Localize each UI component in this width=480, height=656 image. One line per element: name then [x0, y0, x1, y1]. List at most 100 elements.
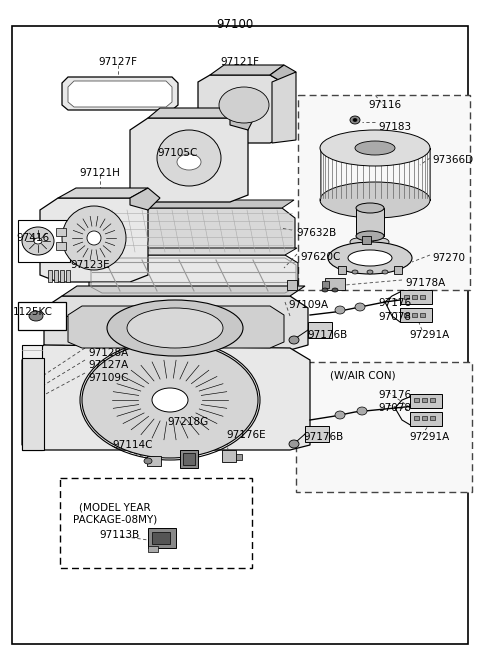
Bar: [410, 412, 442, 426]
Polygon shape: [22, 345, 310, 450]
Ellipse shape: [289, 440, 299, 448]
Text: 97128A: 97128A: [88, 348, 128, 358]
Ellipse shape: [332, 288, 338, 292]
Bar: [147, 456, 161, 466]
Polygon shape: [130, 188, 160, 210]
Ellipse shape: [29, 311, 43, 321]
Ellipse shape: [350, 238, 366, 246]
Text: 97178A: 97178A: [405, 278, 445, 288]
Polygon shape: [198, 75, 282, 143]
Bar: [183, 453, 195, 465]
Text: 97416: 97416: [16, 233, 49, 243]
Text: 97109A: 97109A: [288, 300, 328, 310]
Bar: [414, 398, 419, 402]
Ellipse shape: [350, 116, 360, 124]
Bar: [56, 242, 66, 250]
FancyBboxPatch shape: [60, 478, 252, 568]
Bar: [22, 345, 42, 450]
Polygon shape: [68, 306, 284, 348]
Polygon shape: [79, 208, 295, 255]
Ellipse shape: [356, 231, 384, 241]
Ellipse shape: [157, 130, 221, 186]
Polygon shape: [60, 270, 64, 282]
Polygon shape: [148, 108, 242, 118]
Polygon shape: [102, 248, 297, 255]
Bar: [430, 416, 435, 420]
Ellipse shape: [322, 288, 328, 292]
Text: 97116: 97116: [369, 100, 402, 110]
Bar: [322, 281, 329, 288]
Polygon shape: [89, 255, 298, 296]
Bar: [148, 528, 176, 548]
Text: 97109C: 97109C: [88, 373, 128, 383]
Text: 97121F: 97121F: [220, 57, 260, 67]
Text: 97183: 97183: [378, 122, 411, 132]
Ellipse shape: [87, 231, 101, 245]
Text: 97113B: 97113B: [100, 530, 140, 540]
Polygon shape: [230, 108, 254, 130]
Ellipse shape: [82, 342, 258, 458]
Text: 1125KC: 1125KC: [13, 307, 53, 317]
Text: 97176E: 97176E: [226, 430, 265, 440]
Bar: [404, 313, 409, 317]
Bar: [410, 394, 442, 408]
Text: 97121H: 97121H: [80, 168, 120, 178]
Bar: [362, 236, 371, 244]
Text: 97620C: 97620C: [300, 252, 340, 262]
Bar: [422, 398, 427, 402]
Text: (MODEL YEAR
PACKAGE-08MY): (MODEL YEAR PACKAGE-08MY): [73, 503, 157, 525]
Ellipse shape: [289, 336, 299, 344]
Polygon shape: [394, 266, 402, 274]
Polygon shape: [270, 65, 296, 82]
Bar: [18, 302, 66, 330]
Ellipse shape: [22, 227, 54, 255]
Bar: [222, 450, 236, 462]
Ellipse shape: [357, 407, 367, 415]
Text: (W/AIR CON): (W/AIR CON): [330, 370, 396, 380]
Bar: [18, 220, 70, 262]
Ellipse shape: [335, 306, 345, 314]
Polygon shape: [272, 72, 296, 143]
Polygon shape: [44, 296, 308, 350]
FancyBboxPatch shape: [296, 362, 472, 492]
Bar: [430, 398, 435, 402]
Bar: [414, 416, 419, 420]
Bar: [420, 313, 425, 317]
Bar: [148, 546, 158, 552]
Ellipse shape: [356, 203, 384, 213]
Text: 97127A: 97127A: [88, 360, 128, 370]
Text: 97123E: 97123E: [70, 260, 110, 270]
Bar: [56, 228, 66, 236]
Polygon shape: [268, 348, 290, 440]
FancyBboxPatch shape: [298, 95, 470, 290]
Polygon shape: [62, 77, 178, 110]
Text: 97291A: 97291A: [410, 432, 450, 442]
Bar: [152, 532, 170, 544]
Text: 97270: 97270: [432, 253, 465, 263]
Ellipse shape: [219, 87, 269, 123]
Text: 97366D: 97366D: [432, 155, 473, 165]
Ellipse shape: [320, 182, 430, 218]
Bar: [236, 454, 242, 460]
Text: 97127F: 97127F: [98, 57, 137, 67]
Polygon shape: [40, 198, 148, 282]
Polygon shape: [66, 270, 70, 282]
Ellipse shape: [177, 154, 201, 170]
Text: 97078: 97078: [379, 403, 411, 413]
Polygon shape: [62, 286, 305, 296]
Polygon shape: [356, 208, 384, 236]
Polygon shape: [44, 345, 64, 440]
Text: 97176: 97176: [378, 390, 411, 400]
Ellipse shape: [152, 388, 188, 412]
Ellipse shape: [107, 300, 243, 356]
Bar: [325, 278, 345, 290]
Ellipse shape: [348, 250, 392, 266]
Ellipse shape: [353, 119, 357, 121]
Bar: [412, 313, 417, 317]
Polygon shape: [210, 65, 284, 75]
Bar: [420, 295, 425, 299]
Bar: [287, 280, 297, 290]
Ellipse shape: [355, 303, 365, 311]
Ellipse shape: [367, 270, 373, 274]
Ellipse shape: [373, 238, 389, 246]
